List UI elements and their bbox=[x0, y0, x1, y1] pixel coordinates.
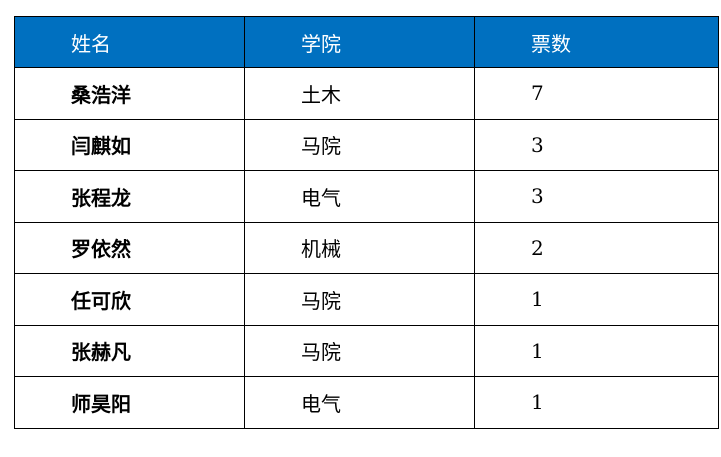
cell-college: 马院 bbox=[244, 324, 475, 377]
cell-name: 张赫凡 bbox=[14, 324, 245, 377]
header-row: 姓名 学院 票数 bbox=[14, 16, 719, 68]
table-row: 张赫凡 马院 1 bbox=[14, 324, 719, 377]
cell-votes: 1 bbox=[474, 376, 719, 429]
cell-votes: 3 bbox=[474, 118, 719, 171]
header-name: 姓名 bbox=[14, 16, 245, 68]
cell-votes: 3 bbox=[474, 170, 719, 223]
table-row: 任可欣 马院 1 bbox=[14, 273, 719, 326]
cell-college: 土木 bbox=[244, 67, 475, 120]
cell-votes: 2 bbox=[474, 221, 719, 274]
cell-name: 闫麒如 bbox=[14, 118, 245, 171]
cell-college: 电气 bbox=[244, 170, 475, 223]
table-row: 张程龙 电气 3 bbox=[14, 170, 719, 223]
cell-college: 电气 bbox=[244, 376, 475, 429]
cell-votes: 7 bbox=[474, 67, 719, 120]
cell-votes: 1 bbox=[474, 273, 719, 326]
header-votes: 票数 bbox=[474, 16, 719, 68]
cell-college: 马院 bbox=[244, 118, 475, 171]
cell-name: 张程龙 bbox=[14, 170, 245, 223]
table-row: 罗依然 机械 2 bbox=[14, 221, 719, 274]
cell-college: 机械 bbox=[244, 221, 475, 274]
vote-table: 姓名 学院 票数 桑浩洋 土木 7 闫麒如 马院 3 张程龙 电气 3 罗依然 机械 2 任可欣 马院 1 张… bbox=[14, 16, 719, 429]
cell-name: 罗依然 bbox=[14, 221, 245, 274]
table-row: 师昊阳 电气 1 bbox=[14, 376, 719, 429]
cell-college: 马院 bbox=[244, 273, 475, 326]
cell-name: 任可欣 bbox=[14, 273, 245, 326]
header-college: 学院 bbox=[244, 16, 475, 68]
cell-name: 师昊阳 bbox=[14, 376, 245, 429]
cell-votes: 1 bbox=[474, 324, 719, 377]
cell-name: 桑浩洋 bbox=[14, 67, 245, 120]
table-row: 桑浩洋 土木 7 bbox=[14, 67, 719, 120]
table-row: 闫麒如 马院 3 bbox=[14, 118, 719, 171]
